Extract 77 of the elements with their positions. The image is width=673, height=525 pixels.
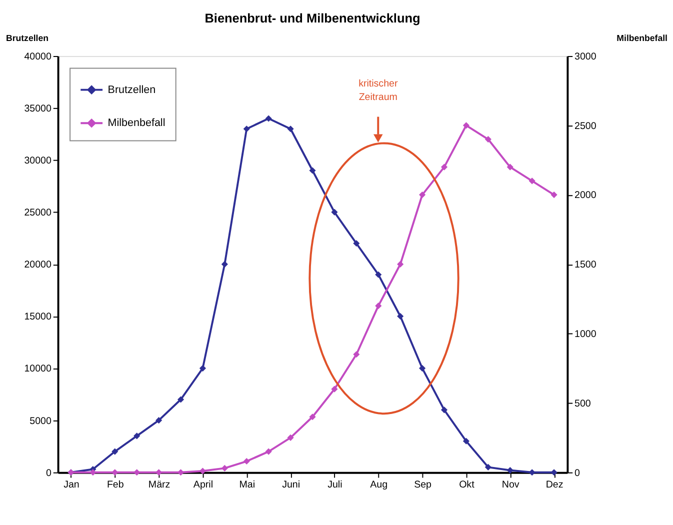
point (419, 192, 426, 198)
y-axis-title: Brutzellen (6, 32, 48, 43)
x-tick-label: Okt (459, 480, 475, 491)
point (177, 469, 184, 476)
point (353, 240, 360, 247)
point (397, 260, 404, 268)
x-tick-label: Aug (370, 480, 388, 491)
point (265, 115, 272, 122)
x-tick-label: Juli (328, 480, 342, 491)
point (462, 122, 470, 129)
point (112, 469, 118, 476)
x-tick-label: Juni (282, 480, 300, 491)
y-tick-label: 5000 (30, 416, 52, 427)
point (506, 466, 514, 474)
legend-label: Milbenbefall (108, 117, 166, 130)
y-tick-label: 25000 (24, 208, 52, 219)
y-tick-label: 40000 (24, 51, 52, 62)
point (353, 351, 360, 358)
point (199, 364, 206, 372)
point (484, 464, 492, 470)
legend-label: Brutzellen (108, 84, 156, 96)
y-tick-label: 35000 (24, 103, 52, 114)
point (331, 208, 338, 216)
point (375, 302, 382, 310)
point (528, 178, 536, 184)
y2-tick-label: 2500 (574, 120, 597, 132)
point (397, 312, 404, 320)
point (550, 469, 558, 476)
point (112, 448, 118, 455)
point (221, 464, 228, 472)
point (177, 396, 184, 403)
point (309, 414, 316, 420)
point (243, 458, 250, 465)
x-tick-label: Feb (106, 480, 124, 491)
y-tick-label: 10000 (24, 364, 52, 375)
y-tick-label: 30000 (24, 156, 52, 167)
point (506, 164, 514, 170)
point (331, 386, 338, 392)
x-tick-label: April (193, 480, 213, 491)
point (265, 448, 272, 455)
y-tick-label: 15000 (24, 312, 52, 323)
point (287, 126, 294, 132)
point (156, 417, 162, 424)
x-tick-label: Nov (502, 480, 520, 491)
point (199, 468, 206, 474)
chart-title: Bienenbrut- und Milbenentwicklung (204, 10, 420, 26)
x-tick-label: März (148, 480, 170, 491)
annotation: kritischer Zeitraum (358, 78, 398, 104)
y-tick-label: 20000 (24, 260, 52, 271)
x-tick-label: Sep (414, 480, 432, 491)
point (90, 469, 96, 476)
point (528, 469, 536, 476)
point (287, 434, 294, 441)
point (134, 432, 140, 440)
point (484, 136, 492, 143)
y-tick-label: 0 (46, 468, 52, 479)
point (375, 271, 382, 278)
y2-tick-label: 1000 (574, 329, 597, 340)
point (462, 438, 470, 444)
point (243, 126, 250, 132)
point (550, 192, 558, 198)
y2-tick-label: 2000 (574, 190, 597, 202)
point (440, 406, 448, 414)
y2-tick-label: 3000 (574, 51, 597, 62)
x-tick-label: Mai (239, 480, 255, 491)
point (134, 469, 140, 476)
point (419, 364, 426, 372)
y2-axis-title: Milbenbefall (616, 32, 668, 43)
x-tick-label: Dez (546, 480, 564, 491)
point (156, 469, 162, 476)
point (440, 164, 448, 170)
point (221, 260, 228, 268)
y2-tick-label: 500 (574, 398, 592, 410)
point (309, 167, 316, 174)
y2-tick-label: 0 (574, 468, 581, 479)
x-tick-label: Jan (64, 480, 80, 491)
y2-tick-label: 1500 (574, 260, 597, 271)
